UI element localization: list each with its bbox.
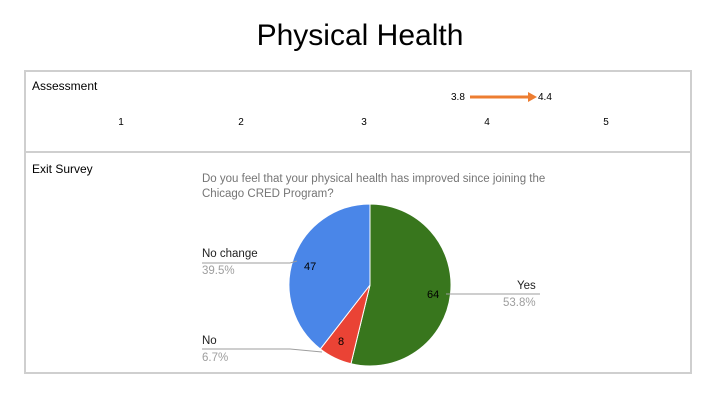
- scale-tick-4: 4: [484, 117, 490, 128]
- pie-question: Do you feel that your physical health ha…: [202, 173, 546, 200]
- scale-tick-3: 3: [361, 117, 367, 128]
- leader-line-no-change: [202, 260, 298, 264]
- slice-percent-no-change: 39.5%: [202, 265, 235, 277]
- leader-line-no: [202, 348, 323, 353]
- scale-tick-2: 2: [238, 117, 244, 128]
- slice-percent-no: 6.7%: [202, 352, 229, 364]
- table-frame: [24, 70, 692, 374]
- exit-survey-label: Exit Survey: [32, 162, 93, 176]
- slide-title: Physical Health: [256, 19, 464, 52]
- pie-slice-yes: [350, 203, 452, 367]
- from-value-label: 3.8: [451, 92, 465, 103]
- slice-label-yes: Yes: [517, 280, 536, 292]
- slice-label-no-change: No change: [202, 248, 258, 260]
- pie-slice-no-change: [288, 203, 371, 350]
- slice-label-no: No: [202, 335, 217, 347]
- assessment-label: Assessment: [32, 79, 98, 93]
- row-divider: [24, 151, 692, 153]
- value-label-no: 8: [338, 336, 344, 348]
- scale-tick-5: 5: [603, 117, 609, 128]
- value-label-no-change: 47: [304, 261, 316, 273]
- value-label-yes: 64: [427, 289, 439, 301]
- to-value-label: 4.4: [538, 92, 552, 103]
- change-arrow-head: [528, 92, 537, 102]
- scale-tick-1: 1: [118, 117, 124, 128]
- slice-percent-yes: 53.8%: [503, 297, 536, 309]
